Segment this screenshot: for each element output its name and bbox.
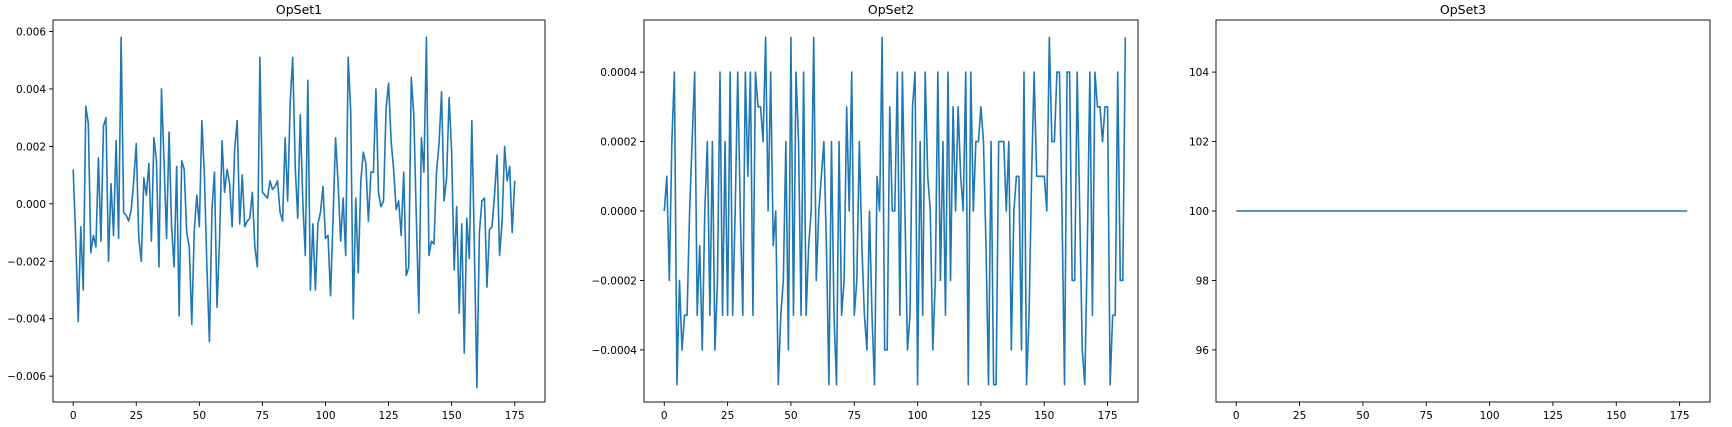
y-tick-label: 0.006 [16,26,46,38]
subplot-2: OpSet2 0 25 50 75 100 125 150 175 −0.0004 −0.0002 0… [591,2,1139,422]
y-tick-label: −0.004 [7,314,46,326]
y-tick-label: 104 [1189,67,1209,79]
y-tick-label: −0.0004 [591,345,637,357]
x-tick-label: 50 [1356,410,1369,422]
chart-title: OpSet2 [868,2,914,17]
plot-frame [52,19,546,403]
x-tick-label: 75 [1420,410,1433,422]
subplot-grid: OpSet1 0 25 50 75 100 125 150 175 −0.006 −0.004 −0.… [7,2,1711,422]
x-tick-label: 125 [971,410,991,422]
x-tick-label: 100 [908,410,928,422]
x-tick-label: 100 [315,410,335,422]
y-tick-label: 0.0000 [600,206,637,218]
x-tick-label: 75 [256,410,269,422]
y-tick-label: 0.002 [16,141,46,153]
y-tick-label: 98 [1196,275,1209,287]
x-tick-label: 0 [661,410,668,422]
x-tick-label: 25 [1293,410,1306,422]
x-tick-label: 125 [379,410,399,422]
x-tick-label: 150 [1606,410,1626,422]
y-tick-label: 96 [1196,345,1210,357]
y-tick-label: −0.0002 [591,275,637,287]
y-tick-label: 0.0004 [600,67,637,79]
x-tick-label: 0 [70,410,77,422]
series-line [663,36,1127,386]
series-line [72,36,516,389]
y-tick-label: −0.002 [7,256,46,268]
chart-title: OpSet1 [276,2,322,17]
x-tick-label: 50 [193,410,206,422]
x-tick-label: 150 [442,410,462,422]
x-tick-label: 100 [1480,410,1500,422]
y-tick-label: 100 [1189,206,1209,218]
y-tick-label: 0.0002 [600,137,637,149]
y-tick-label: 0.000 [16,199,46,211]
y-tick-label: −0.006 [7,371,46,383]
x-tick-label: 75 [848,410,861,422]
y-tick-label: 102 [1189,137,1209,149]
x-tick-label: 175 [505,410,525,422]
x-tick-label: 0 [1233,410,1240,422]
subplot-1: OpSet1 0 25 50 75 100 125 150 175 −0.006 −0.004 −0.… [7,2,546,422]
x-tick-label: 150 [1034,410,1054,422]
x-tick-label: 125 [1543,410,1563,422]
y-tick-label: 0.004 [16,84,46,96]
chart-title: OpSet3 [1440,2,1486,17]
subplot-3: OpSet3 0 25 50 75 100 125 150 175 96 98 100 102 104 [1189,2,1711,422]
x-tick-label: 25 [130,410,143,422]
x-tick-label: 175 [1670,410,1690,422]
x-tick-label: 175 [1098,410,1118,422]
x-tick-label: 25 [721,410,734,422]
x-tick-label: 50 [784,410,797,422]
